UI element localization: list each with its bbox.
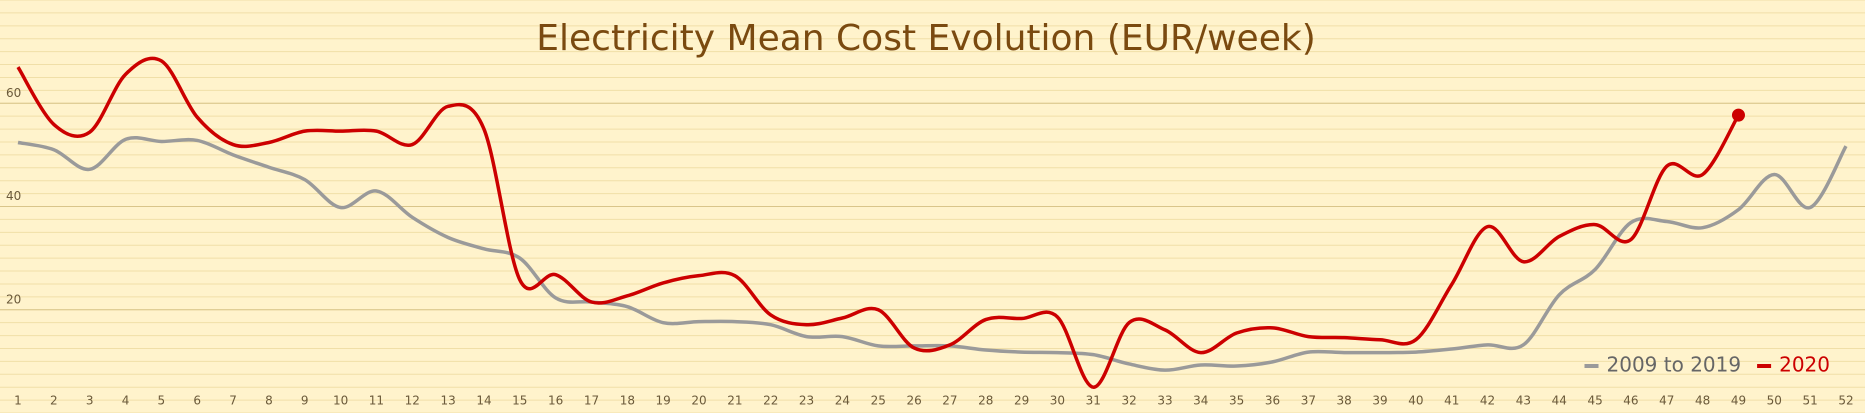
x-tick-label: 3 [86, 394, 94, 408]
x-tick-label: 48 [1695, 394, 1710, 408]
x-tick-label: 41 [1444, 394, 1459, 408]
x-tick-label: 24 [835, 394, 850, 408]
x-tick-label: 14 [476, 394, 491, 408]
x-tick-label: 8 [265, 394, 273, 408]
x-tick-label: 21 [727, 394, 742, 408]
x-tick-label: 46 [1623, 394, 1638, 408]
x-tick-label: 16 [548, 394, 563, 408]
y-tick-label: 20 [6, 292, 21, 306]
x-tick-label: 39 [1372, 394, 1387, 408]
legend-label: 2020 [1779, 353, 1830, 377]
x-tick-label: 45 [1587, 394, 1602, 408]
x-tick-label: 40 [1408, 394, 1423, 408]
x-tick-label: 1 [14, 394, 22, 408]
x-tick-label: 12 [405, 394, 420, 408]
x-tick-label: 30 [1050, 394, 1065, 408]
x-tick-label: 10 [333, 394, 348, 408]
x-tick-label: 6 [193, 394, 201, 408]
x-tick-label: 28 [978, 394, 993, 408]
x-tick-label: 43 [1516, 394, 1531, 408]
x-tick-label: 26 [906, 394, 921, 408]
x-tick-label: 38 [1337, 394, 1352, 408]
x-tick-label: 33 [1157, 394, 1172, 408]
series-line [16, 56, 1740, 389]
x-tick-label: 47 [1659, 394, 1674, 408]
series-line [17, 135, 1848, 372]
x-tick-label: 23 [799, 394, 814, 408]
x-tick-label: 2 [50, 394, 58, 408]
x-tick-label: 51 [1803, 394, 1818, 408]
x-tick-label: 25 [871, 394, 886, 408]
x-tick-label: 44 [1552, 394, 1567, 408]
x-tick-label: 50 [1767, 394, 1782, 408]
x-tick-label: 32 [1121, 394, 1136, 408]
x-tick-label: 9 [301, 394, 309, 408]
chart-title: Electricity Mean Cost Evolution (EUR/wee… [536, 18, 1315, 59]
x-tick-label: 5 [158, 394, 166, 408]
x-tick-label: 42 [1480, 394, 1495, 408]
x-tick-label: 13 [440, 394, 455, 408]
y-tick-label: 40 [6, 189, 21, 203]
legend: 2020 2009 to 2019 [1584, 353, 1830, 377]
x-tick-label: 4 [122, 394, 130, 408]
y-tick-label: 60 [6, 86, 21, 100]
x-tick-label: 17 [584, 394, 599, 408]
x-tick-label: 15 [512, 394, 527, 408]
x-tick-label: 11 [369, 394, 384, 408]
x-tick-label: 22 [763, 394, 778, 408]
legend-label: 2009 to 2019 [1607, 353, 1742, 377]
x-tick-label: 31 [1086, 394, 1101, 408]
x-tick-label: 37 [1301, 394, 1316, 408]
x-tick-label: 18 [620, 394, 635, 408]
x-tick-label: 52 [1838, 394, 1853, 408]
end-marker [1731, 108, 1745, 122]
x-tick-label: 29 [1014, 394, 1029, 408]
x-tick-label: 27 [942, 394, 957, 408]
x-tick-label: 7 [229, 394, 237, 408]
x-tick-label: 20 [691, 394, 706, 408]
x-tick-label: 19 [656, 394, 671, 408]
x-tick-label: 49 [1731, 394, 1746, 408]
x-tick-label: 35 [1229, 394, 1244, 408]
x-tick-label: 34 [1193, 394, 1208, 408]
x-tick-label: 36 [1265, 394, 1280, 408]
